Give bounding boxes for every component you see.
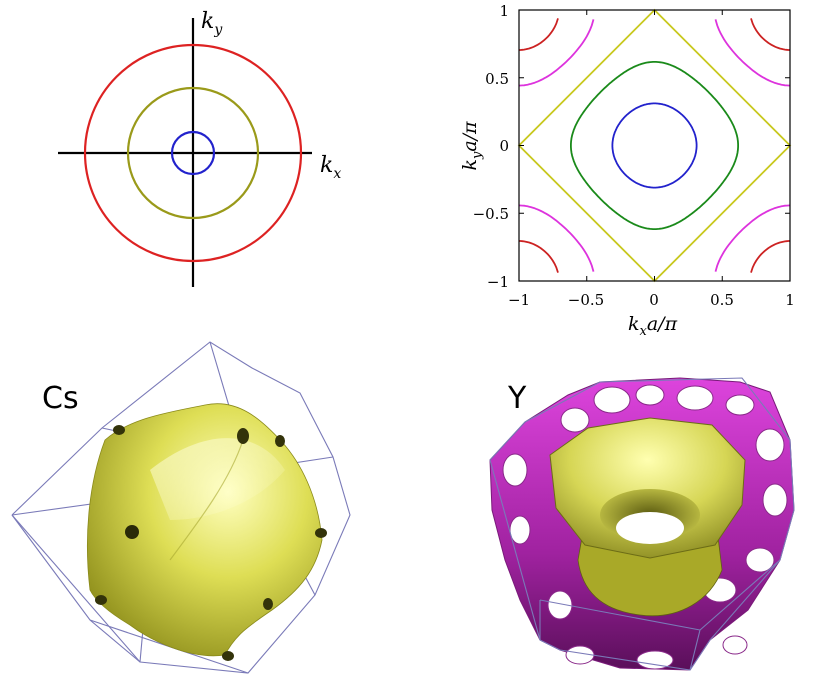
cs-neck-top-right bbox=[275, 435, 285, 447]
x-axis-label: kxa/π bbox=[628, 313, 678, 339]
cs-fermi-surface: Cs bbox=[11, 341, 351, 674]
y-tick-label-05: 0.5 bbox=[485, 70, 509, 88]
y-tick-label-neg05: −0.5 bbox=[473, 205, 509, 223]
y-tube-through-hole bbox=[616, 512, 684, 544]
plot-frame bbox=[518, 9, 791, 282]
x-tick-label-1: 1 bbox=[785, 291, 795, 309]
cs-ridge bbox=[169, 439, 244, 561]
kx-axis-label: kx bbox=[320, 153, 341, 182]
y-sheet-holes bbox=[502, 384, 788, 670]
x-tick-label-0: 0 bbox=[649, 291, 659, 309]
x-tick-label-05: 0.5 bbox=[710, 291, 734, 309]
fermi-circle-medium bbox=[126, 86, 260, 220]
y-tick-label-0: 0 bbox=[499, 137, 509, 155]
cs-neck-top-left bbox=[113, 425, 125, 435]
free-electron-fermi-contours: ky kx bbox=[58, 9, 341, 287]
contour-red-3 bbox=[519, 240, 559, 273]
contour-red-2 bbox=[750, 240, 790, 273]
contour-magenta-3 bbox=[518, 204, 595, 272]
cs-neck-bottom-right bbox=[263, 598, 273, 610]
tight-binding-contour-plot: −1 −0.5 0 0.5 1 1 0.5 0 −0.5 −1 kxa/π ky… bbox=[459, 2, 795, 339]
contour-red-0 bbox=[750, 18, 790, 51]
cs-neck-right bbox=[315, 528, 327, 538]
contour-red-1 bbox=[519, 18, 559, 51]
cs-neck-bottom bbox=[222, 651, 234, 661]
y-tick-label-neg1: −1 bbox=[487, 273, 509, 291]
y-tick-label-1: 1 bbox=[499, 2, 509, 20]
fermi-circle-small bbox=[170, 130, 216, 176]
contour-green bbox=[570, 61, 739, 230]
y-label: Y bbox=[507, 381, 527, 416]
cs-neck-top bbox=[237, 428, 249, 444]
y-brillouin-zone-frame bbox=[489, 377, 795, 671]
contour-magenta-2 bbox=[714, 204, 791, 272]
y-axis-label: kya/π bbox=[459, 121, 485, 171]
x-tick-label-neg05: −0.5 bbox=[568, 291, 604, 309]
tick-marks bbox=[518, 9, 791, 282]
cs-neck-bottom-left bbox=[95, 595, 107, 605]
cs-neck-center bbox=[125, 525, 139, 539]
cs-highlight bbox=[150, 438, 285, 520]
cs-label: Cs bbox=[42, 381, 79, 416]
ky-axis-label: ky bbox=[201, 9, 223, 38]
contour-magenta-0 bbox=[714, 19, 791, 87]
y-fermi-surface: Y bbox=[489, 377, 795, 671]
contour-magenta-1 bbox=[518, 19, 595, 87]
contour-lines bbox=[517, 8, 792, 283]
fermi-circle-large bbox=[83, 43, 303, 263]
x-tick-label-neg1: −1 bbox=[508, 291, 530, 309]
contour-yellow bbox=[517, 8, 792, 283]
contour-blue bbox=[611, 102, 698, 189]
